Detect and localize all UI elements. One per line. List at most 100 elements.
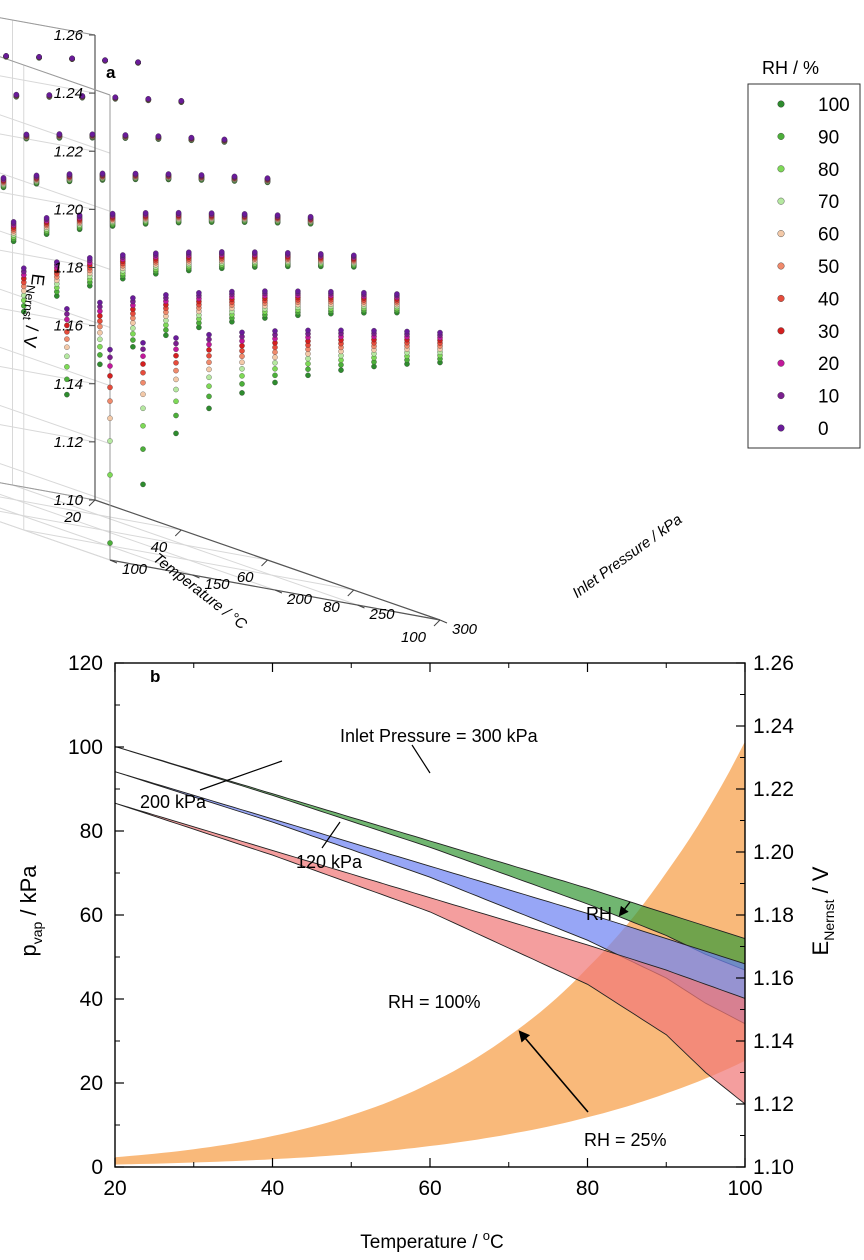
- a-data-point: [274, 212, 281, 218]
- annotation-rh25: RH = 25%: [584, 1130, 667, 1150]
- a-data-point: [272, 379, 278, 386]
- a-tick-label-e: 1.24: [54, 85, 83, 102]
- a-data-point: [97, 323, 103, 330]
- b-plot: [114, 741, 746, 1165]
- a-data-point: [272, 328, 278, 334]
- a-data-point: [79, 93, 86, 99]
- a-data-point: [54, 259, 60, 265]
- a-data-point: [272, 360, 278, 366]
- a-zaxis-label-unit: / V: [19, 320, 42, 349]
- a-legend-marker: [777, 132, 785, 140]
- a-data-point: [239, 343, 245, 349]
- a-data-point: [239, 381, 245, 387]
- a-data-point: [140, 391, 146, 398]
- b-xaxis-label-main: Temperature /: [360, 1232, 483, 1253]
- a-data-point: [305, 327, 311, 334]
- a-data-point: [107, 398, 113, 404]
- a-data-point: [107, 384, 113, 391]
- a-data-point: [140, 369, 146, 376]
- a-data-point: [97, 352, 103, 358]
- a-data-point: [135, 59, 141, 65]
- a-data-point: [102, 57, 108, 63]
- a-data-point: [252, 249, 258, 255]
- a-data-point: [107, 346, 113, 353]
- a-legend-marker: [777, 294, 785, 302]
- leader-200: [199, 760, 283, 791]
- a-tick-label-temperature: 60: [237, 569, 254, 586]
- a-grid-line: [0, 404, 111, 445]
- a-data-point: [76, 212, 83, 218]
- a-data-point: [188, 134, 195, 141]
- annotation-inlet-300: Inlet Pressure = 300 kPa: [340, 726, 539, 746]
- a-tick-label-pressure: 100: [122, 561, 148, 578]
- a-tick-label-pressure: 200: [286, 591, 313, 608]
- a-data-point: [163, 322, 169, 328]
- b-yleft-tick-label: 0: [91, 1156, 103, 1179]
- a-legend-label: 70: [818, 192, 839, 213]
- a-data-point: [351, 252, 357, 259]
- a-data-point: [338, 367, 344, 373]
- a-data-point: [305, 360, 311, 367]
- a-data-point: [206, 331, 212, 338]
- a-data-point: [173, 430, 179, 437]
- a-tick-mark: [192, 574, 200, 579]
- a-data-point: [219, 249, 225, 255]
- a-data-point: [173, 346, 179, 353]
- b-yleft-label-sub: vap: [29, 922, 45, 945]
- annotation-rh100: RH = 100%: [388, 992, 481, 1012]
- a-zaxis-label: ENernst / V: [17, 272, 49, 349]
- a-data-point: [13, 91, 20, 98]
- a-tick-label-e: 1.12: [54, 434, 84, 451]
- a-data-point: [264, 175, 271, 181]
- a-legend-marker: [777, 100, 785, 108]
- a-data-point: [89, 131, 96, 137]
- a-tick-label-e: 1.10: [54, 492, 84, 509]
- a-data-point: [163, 292, 169, 298]
- a-data-point: [97, 329, 103, 336]
- a-tick-mark: [109, 559, 118, 564]
- a-tick-label-e: 1.16: [54, 318, 84, 335]
- a-legend-label: 30: [818, 322, 839, 343]
- a-grid-line: [0, 307, 96, 327]
- a-data-point: [173, 335, 179, 341]
- a-legend-label: 60: [818, 225, 839, 246]
- a-data-point: [64, 364, 70, 370]
- a-tick-label-e: 1.20: [54, 201, 84, 218]
- b-yright-tick-label: 1.14: [753, 1030, 794, 1053]
- a-data-point: [97, 313, 103, 319]
- b-yright-label-main: E: [808, 941, 833, 956]
- a-tick-mark: [274, 589, 283, 594]
- a-grid-line: [0, 424, 96, 443]
- panel-b-area-chart: 20 40 60 80 1000204060801001201.101.121.141.…: [16, 652, 837, 1253]
- a-legend-marker: [777, 424, 785, 432]
- a-data-point: [23, 131, 30, 138]
- a-data-point: [338, 362, 344, 368]
- a-data-point: [112, 94, 119, 100]
- a-data-point: [173, 398, 179, 405]
- a-data-point: [21, 308, 27, 315]
- a-legend-marker: [777, 262, 785, 270]
- a-data-point: [178, 98, 185, 104]
- a-data-point: [3, 53, 9, 59]
- a-data-point: [97, 318, 103, 324]
- a-grid-line: [0, 510, 268, 561]
- a-data-point: [107, 415, 113, 422]
- a-data-point: [64, 329, 70, 335]
- b-x-tick-label: 60: [418, 1177, 441, 1200]
- b-yleft-label-unit: / kPa: [16, 865, 41, 922]
- a-data-point: [239, 329, 245, 336]
- a-legend-marker: [777, 392, 785, 400]
- a-tick-mark: [433, 619, 441, 627]
- a-data-point: [318, 251, 324, 257]
- a-data-point: [173, 386, 179, 393]
- a-grid-line: [0, 133, 96, 152]
- a-data-point: [272, 372, 278, 379]
- a-data-point: [295, 288, 301, 294]
- a-data-point: [221, 136, 228, 143]
- a-data-point: [69, 55, 75, 62]
- a-data-point: [206, 405, 212, 412]
- a-data-point: [371, 327, 377, 334]
- b-yleft-tick-label: 80: [80, 820, 103, 843]
